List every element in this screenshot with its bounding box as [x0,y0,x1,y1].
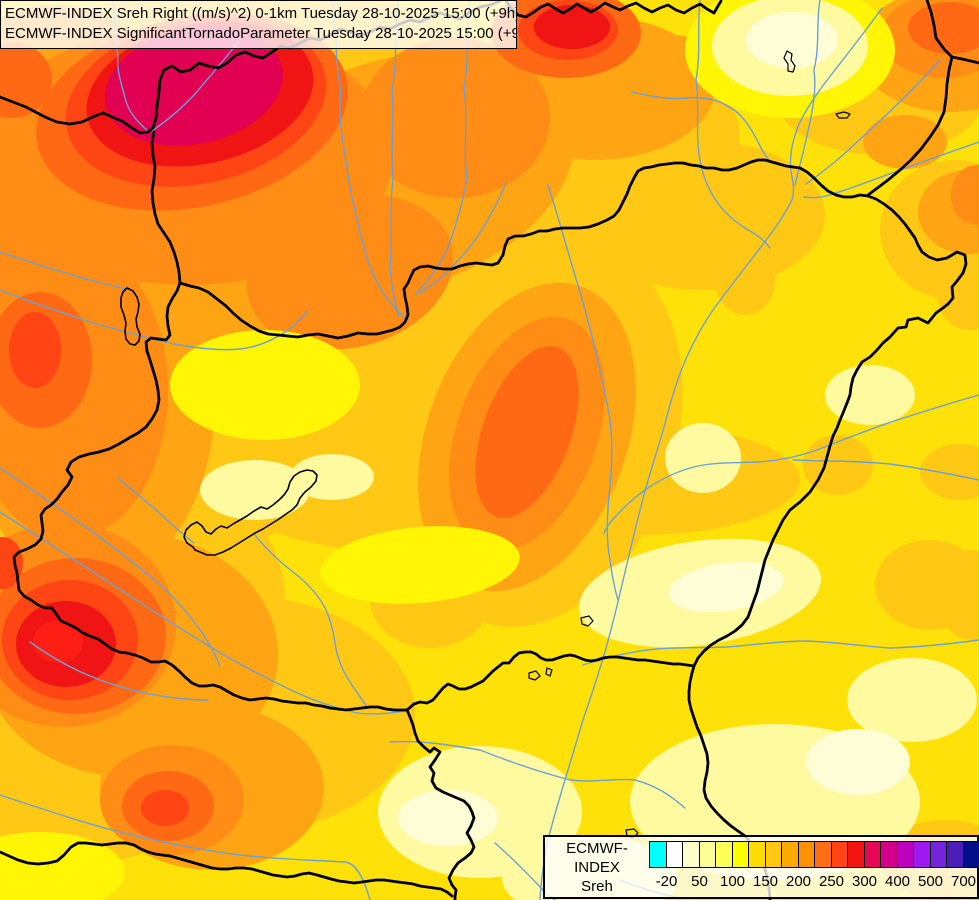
legend-product-label: ECMWF-INDEX [566,840,628,876]
colorbar-tick-label: 300 [851,873,878,890]
colorbar-cell [650,842,667,867]
colorbar-cell [914,842,931,867]
lake-neusiedl [120,287,141,346]
colorbar-tick-label: 700 [950,873,977,890]
colorbar-tick-label: -20 [655,873,678,890]
colorbar-cell [749,842,766,867]
colorbar-cell [831,842,848,867]
colorbar-cell [782,842,799,867]
colorbar-ticks: -20 50 100 150 200 250 300 400 500 700 [649,873,979,893]
colorbar-tick-label: 250 [818,873,845,890]
colorbar-cell [815,842,832,867]
colorbar-tick-label: 50 [691,873,708,890]
colorbar-cell [848,842,865,867]
colorbar-cell [897,842,914,867]
colorbar-tick-label: 500 [917,873,944,890]
colorbar-cell [683,842,700,867]
colorbar-tick-label: 150 [752,873,779,890]
colorbar-cell [930,842,947,867]
legend: ECMWF-INDEX Sreh (m/s)^2 -20 50 100 150 200 2… [543,835,979,900]
legend-parameter-label: Sreh [581,878,613,895]
colorbar-cell [666,842,683,867]
title-box: ECMWF-INDEX Sreh Right ((m/s)^2) 0-1km T… [0,0,517,49]
colorbar-cell [963,842,979,867]
colorbar-cell [947,842,964,867]
lake-balaton [183,469,318,556]
title-line-2: ECMWF-INDEX SignificantTornadoParameter … [5,25,517,42]
colorbar-tick-label: 400 [884,873,911,890]
colorbar [649,841,979,868]
colorbar-tick-label: 200 [785,873,812,890]
title-line-1: ECMWF-INDEX Sreh Right ((m/s)^2) 0-1km T… [5,5,517,22]
colorbar-cell [732,842,749,867]
colorbar-cell [699,842,716,867]
colorbar-cell [881,842,898,867]
legend-units-label: (m/s)^2 [545,896,649,900]
colorbar-cell [864,842,881,867]
colorbar-cell [798,842,815,867]
colorbar-tick-label: 100 [719,873,746,890]
colorbar-cell [716,842,733,867]
legend-labels: ECMWF-INDEX Sreh (m/s)^2 [545,837,649,900]
colorbar-wrap: -20 50 100 150 200 250 300 400 500 700 [649,837,979,897]
colorbar-cell [765,842,782,867]
